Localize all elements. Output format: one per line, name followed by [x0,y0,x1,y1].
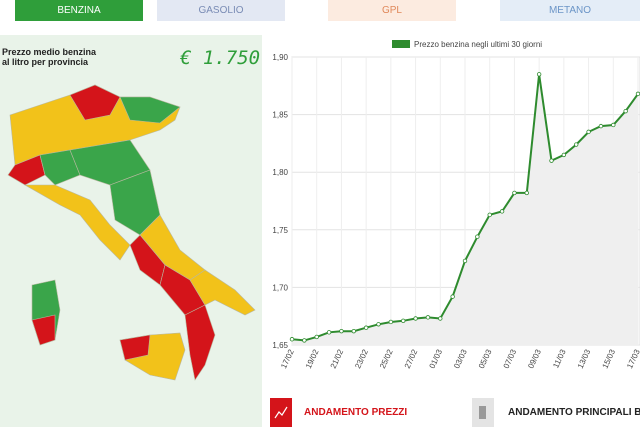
x-tick-label: 03/03 [452,348,469,370]
point [326,330,332,335]
point [302,338,307,343]
tab[interactable]: GASOLIO [157,0,285,21]
button[interactable]: ANDAMENTO PREZZI [304,407,408,418]
y-tick-label: 1,80 [272,168,288,177]
x-tick-label: 01/03 [427,348,444,370]
point [425,315,431,320]
tab[interactable]: BENZINA [15,0,143,21]
point [586,129,591,135]
point [561,152,567,158]
x-tick-label: 15/03 [600,348,617,370]
point [549,158,554,163]
x-tick-label: 27/02 [403,348,420,370]
tab[interactable]: GPL [328,0,456,21]
y-tick-label: 1,75 [272,226,288,235]
x-tick-label: 13/03 [576,348,593,370]
y-tick-label: 1,65 [272,341,288,350]
point [524,190,529,196]
chart: Prezzo benzina negli ultimi 30 giorni 1,… [272,40,640,370]
point [388,319,394,325]
point [339,328,344,334]
y-tick-label: 1,70 [272,283,288,292]
map-panel: Prezzo medio benzina al litro per provin… [0,35,262,427]
point [462,258,468,264]
point [512,190,517,196]
point [611,122,616,128]
x-tick-label: 09/03 [526,348,543,370]
point [487,212,492,218]
point [574,142,579,147]
point [401,318,406,324]
map-title: Prezzo medio benzina al litro per provin… [2,47,96,67]
point [351,328,356,334]
x-tick-label: 11/03 [551,348,568,370]
point [450,294,455,299]
point [598,123,604,129]
point [438,316,443,321]
x-tick-label: 05/03 [477,348,494,370]
chart-icon [270,398,292,427]
x-tick-label: 19/02 [304,348,321,370]
point [363,325,369,330]
x-tick-label: 17/02 [279,348,296,370]
fuel-icon [472,398,494,427]
y-tick-label: 1,85 [272,111,288,120]
x-tick-label: 25/02 [378,348,395,370]
legend-swatch [392,40,410,48]
italy-map [7,84,256,381]
x-tick-label: 21/02 [329,348,346,370]
x-tick-label: 17/03 [625,348,640,370]
icon [479,406,486,419]
tab[interactable]: METANO [500,0,640,21]
point [289,337,295,342]
button[interactable]: ANDAMENTO PRINCIPALI BRAN [508,407,640,418]
point [376,322,381,327]
point [314,334,319,340]
point [475,234,480,239]
area [292,74,638,346]
map-title-line: Prezzo medio benzina [2,47,97,57]
map-title-line: al litro per provincia [2,57,89,67]
y-tick-label: 1,90 [272,53,288,62]
point [623,108,628,114]
avg-price: € 1.750 [180,47,261,69]
point [635,91,640,97]
point [536,72,542,77]
point [413,316,418,321]
icon [274,406,288,419]
x-tick-label: 07/03 [502,348,519,370]
point [499,209,505,214]
x-tick-label: 23/02 [353,348,370,370]
legend-label: Prezzo benzina negli ultimi 30 giorni [414,40,542,49]
